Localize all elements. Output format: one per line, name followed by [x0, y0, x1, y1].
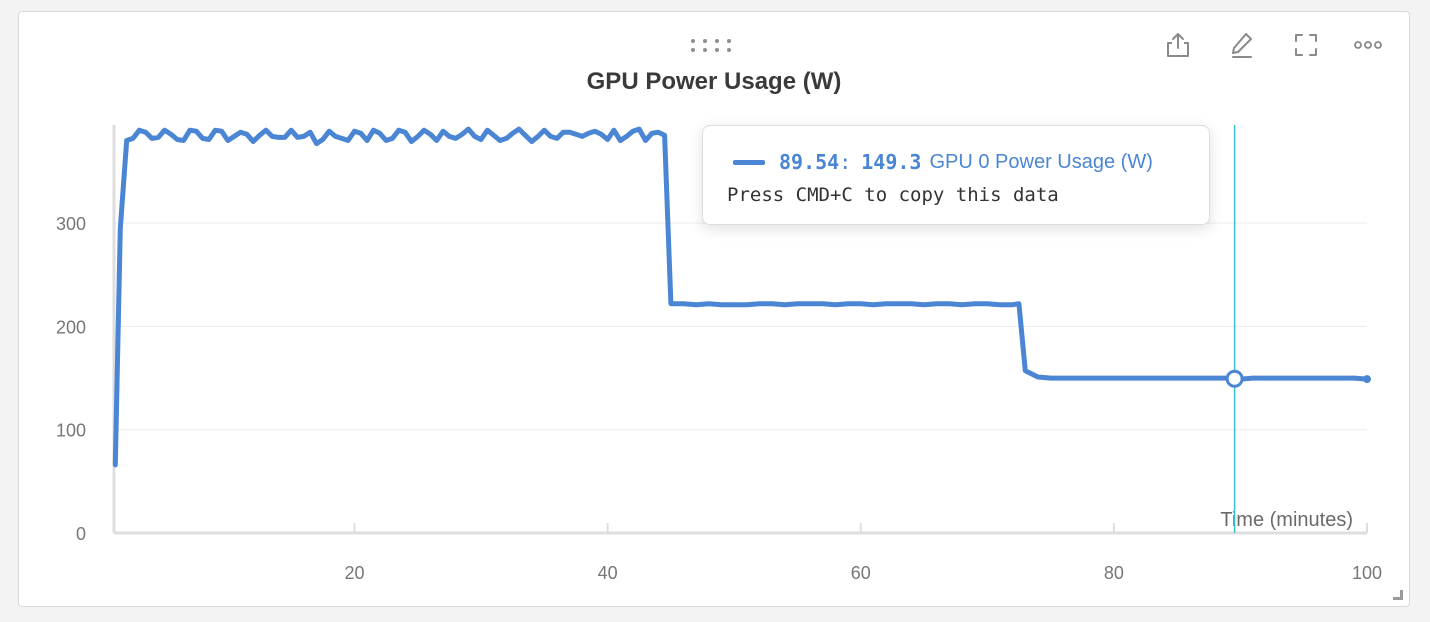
chart-panel: GPU Power Usage (W) 0 100 200 300 20 40 60 80 10…: [18, 11, 1410, 607]
x-tick-label: 40: [598, 563, 618, 583]
tooltip-separator: :: [839, 150, 852, 174]
x-tick-label: 60: [851, 563, 871, 583]
series-line-gpu0[interactable]: [112, 126, 1370, 468]
y-tick-label: 0: [76, 524, 86, 544]
x-tick-label: 20: [344, 563, 364, 583]
more-options-icon[interactable]: [1353, 30, 1383, 60]
export-icon[interactable]: [1163, 30, 1193, 60]
edit-icon[interactable]: [1227, 30, 1257, 60]
x-tick-label: 100: [1352, 563, 1382, 583]
resize-handle-icon[interactable]: [1393, 590, 1403, 600]
drag-handle-icon[interactable]: [691, 37, 733, 53]
chart-title: GPU Power Usage (W): [586, 68, 842, 95]
hover-tooltip: 89.54 : 149.3 GPU 0 Power Usage (W) Pres…: [702, 125, 1210, 225]
series-swatch: [733, 159, 765, 165]
x-tick-label: 80: [1104, 563, 1124, 583]
tooltip-series-name: GPU 0 Power Usage (W): [929, 150, 1153, 173]
tooltip-x-value: 89.54: [779, 150, 840, 174]
tooltip-y-value: 149.3: [861, 150, 922, 174]
y-tick-label: 300: [56, 214, 86, 234]
series-end-point: [1363, 375, 1371, 384]
line-chart[interactable]: 0 100 200 300 20 40 60 80 100 Time (minutes): [19, 12, 1409, 606]
tooltip-copy-hint: Press CMD+C to copy this data: [727, 184, 1059, 206]
hover-point[interactable]: [1225, 369, 1244, 388]
x-axis-label: Time (minutes): [1220, 509, 1353, 531]
y-tick-label: 200: [56, 317, 86, 337]
y-tick-label: 100: [56, 421, 86, 441]
fullscreen-icon[interactable]: [1291, 30, 1321, 60]
